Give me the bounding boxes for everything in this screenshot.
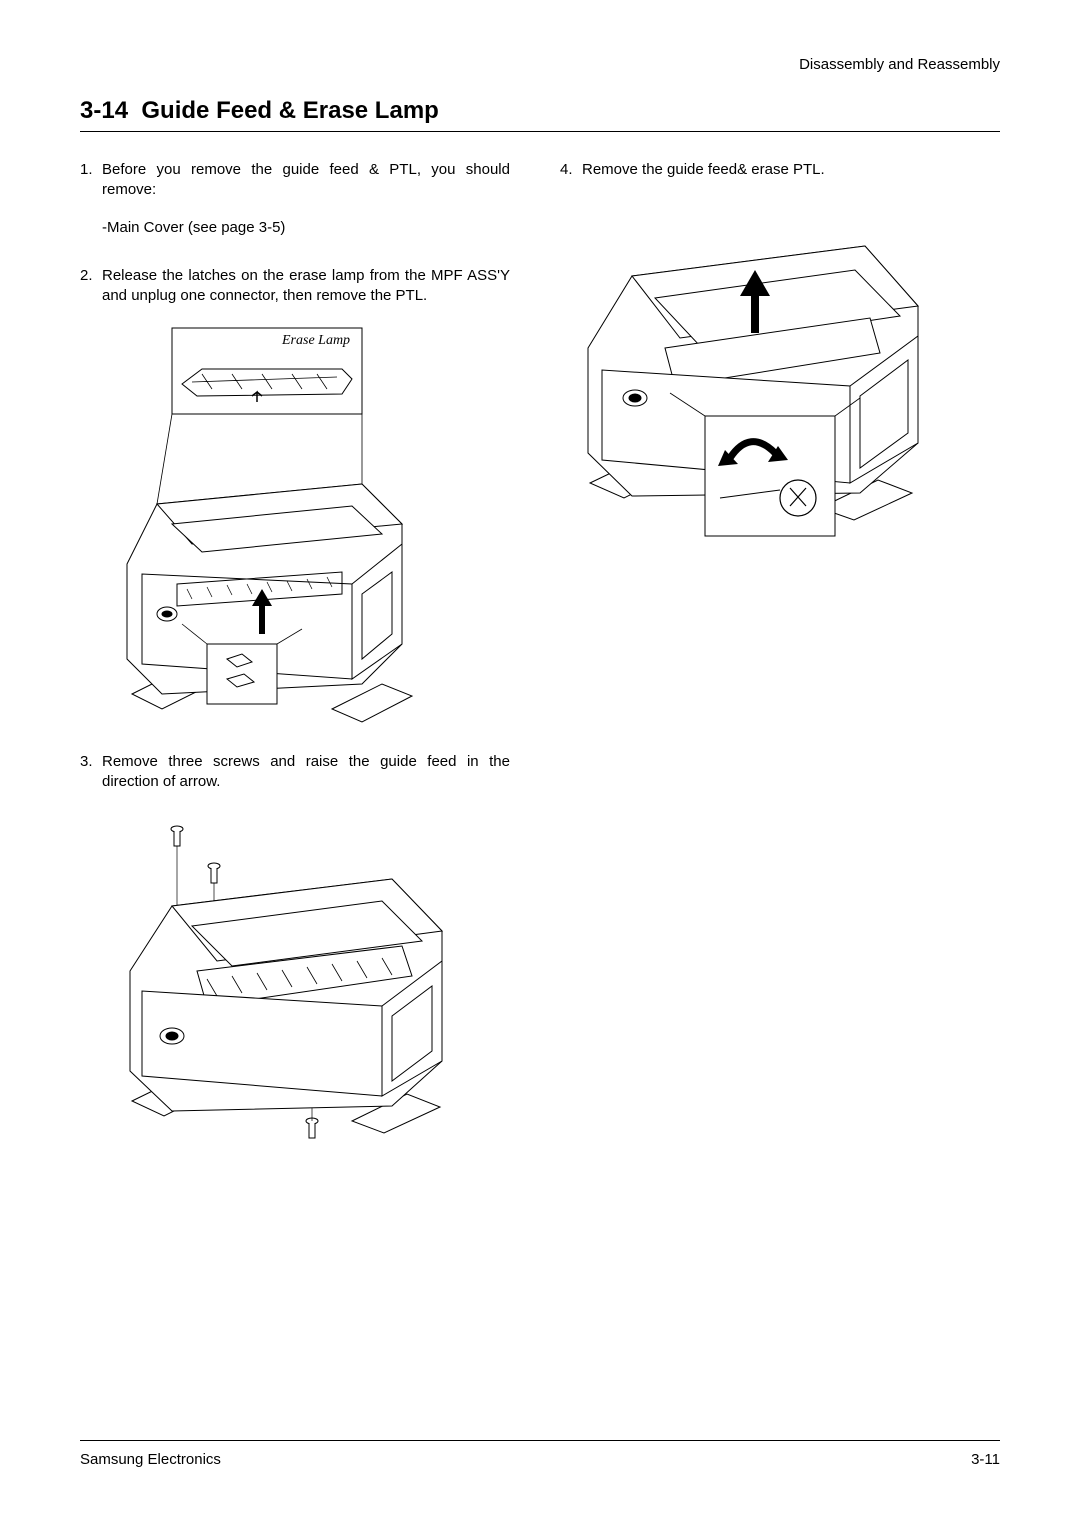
section-number: 3-14	[80, 97, 128, 124]
right-column: 4. Remove the guide feed& erase PTL.	[560, 160, 990, 1179]
title-rule	[80, 131, 1000, 132]
step-2-num: 2.	[80, 266, 102, 307]
figure-step-3	[102, 811, 510, 1151]
printer-diagram-screws	[102, 811, 472, 1151]
printer-diagram-remove-feed	[560, 198, 940, 548]
content-columns: 1. Before you remove the guide feed & PT…	[80, 160, 1000, 1179]
figure-step-4	[560, 198, 990, 548]
section-title: 3-14 Guide Feed & Erase Lamp	[80, 97, 1000, 125]
step-1-text: Before you remove the guide feed & PTL, …	[102, 160, 510, 201]
footer-company: Samsung Electronics	[80, 1451, 221, 1468]
section-title-text: Guide Feed & Erase Lamp	[141, 97, 438, 124]
step-3: 3. Remove three screws and raise the gui…	[80, 752, 510, 793]
step-4: 4. Remove the guide feed& erase PTL.	[560, 160, 990, 180]
step-4-num: 4.	[560, 160, 582, 180]
page-footer: Samsung Electronics 3-11	[80, 1440, 1000, 1468]
step-4-text: Remove the guide feed& erase PTL.	[582, 160, 990, 180]
step-1-sub: -Main Cover (see page 3-5)	[102, 219, 510, 236]
step-3-num: 3.	[80, 752, 102, 793]
step-2: 2. Release the latches on the erase lamp…	[80, 266, 510, 307]
printer-diagram-erase-lamp: Erase Lamp	[102, 324, 432, 724]
step-1-num: 1.	[80, 160, 102, 201]
step-2-text: Release the latches on the erase lamp fr…	[102, 266, 510, 307]
figure-step-2: Erase Lamp	[102, 324, 510, 724]
erase-lamp-label: Erase Lamp	[281, 333, 350, 348]
chapter-header: Disassembly and Reassembly	[80, 56, 1000, 73]
step-1: 1. Before you remove the guide feed & PT…	[80, 160, 510, 201]
left-column: 1. Before you remove the guide feed & PT…	[80, 160, 510, 1179]
page-container: Disassembly and Reassembly 3-14 Guide Fe…	[0, 0, 1080, 1528]
footer-page-number: 3-11	[971, 1451, 1000, 1468]
footer-rule	[80, 1440, 1000, 1441]
step-3-text: Remove three screws and raise the guide …	[102, 752, 510, 793]
